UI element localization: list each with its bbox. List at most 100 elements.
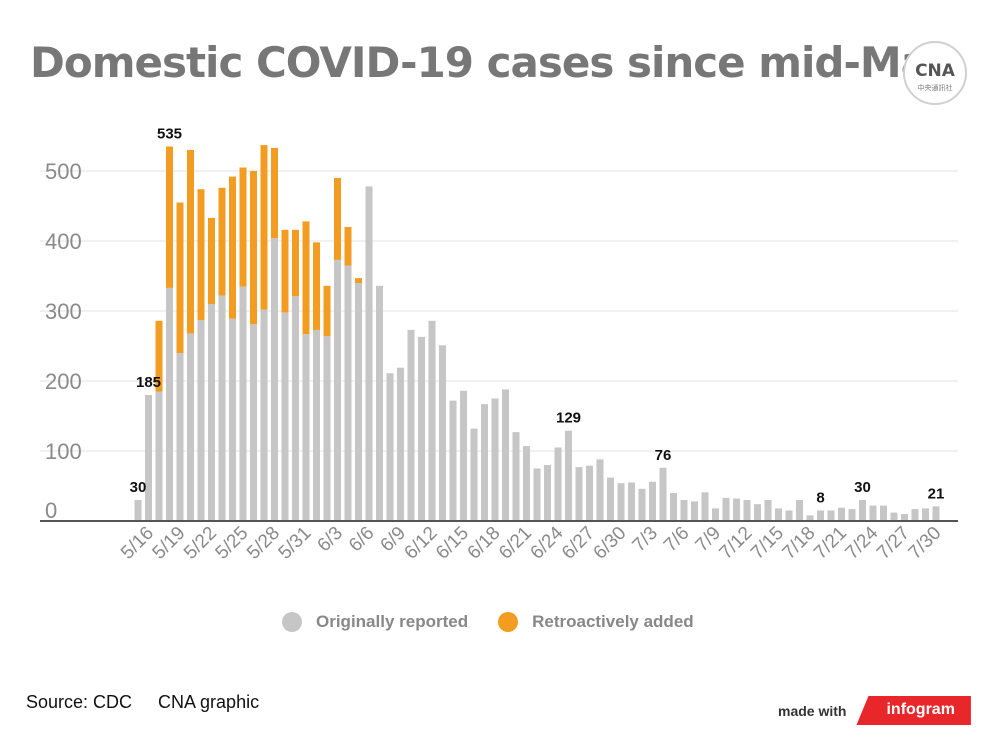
- x-tick-label-6-30: 6/30: [590, 523, 631, 564]
- bar-original-7-16: [785, 510, 793, 521]
- x-tick-label-6-27: 6/27: [558, 523, 599, 564]
- bar-original-6-17: [481, 404, 488, 521]
- bar-chart: 0 100 200 300 400 500 30 185 535 129 76 8 30 21 5/16…: [40, 126, 958, 564]
- bar-original-6-1: [313, 329, 320, 521]
- bar-retro-6-4: [344, 227, 352, 266]
- x-tick-label-5-25: 5/25: [212, 523, 253, 564]
- x-tick-label-7-27: 7/27: [873, 523, 914, 564]
- x-tick-label-6-3: 6/3: [314, 523, 348, 557]
- bar-original-5-18: [166, 287, 173, 521]
- bar-original-6-13: [439, 345, 446, 521]
- bar-original-7-6: [680, 500, 688, 521]
- bar-original-7-12: [743, 500, 751, 521]
- bar-original-6-6: [365, 186, 373, 521]
- data-label-6-25: 129: [556, 410, 581, 427]
- bar-original-5-27: [260, 309, 268, 521]
- x-tick-label-5-22: 5/22: [180, 523, 221, 564]
- bar-original-7-21: [838, 507, 845, 521]
- bar-original-6-14: [449, 400, 457, 521]
- bar-original-7-18: [806, 515, 814, 521]
- bar-original-5-31: [302, 334, 310, 521]
- legend-label-original: Originally reported: [316, 612, 469, 631]
- bar-retro-5-23: [218, 187, 226, 296]
- bar-original-6-25: [565, 430, 572, 521]
- source-text: Source: CDC: [26, 692, 133, 712]
- bar-original-7-10: [722, 497, 730, 521]
- bar-original-7-14: [764, 500, 772, 521]
- x-tick-label-6-21: 6/21: [495, 523, 536, 564]
- bar-original-6-15: [460, 390, 467, 521]
- bar-original-5-22: [208, 304, 215, 521]
- bar-original-7-19: [817, 510, 824, 521]
- bar-original-7-3: [649, 481, 656, 521]
- bar-retro-5-30: [292, 229, 299, 297]
- legend-swatch-original: [282, 612, 302, 632]
- bar-retro-5-25: [239, 167, 247, 287]
- bar-original-5-30: [292, 296, 299, 521]
- data-label-5-15: 30: [130, 479, 147, 496]
- bar-retro-5-19: [176, 202, 184, 353]
- bar-original-7-9: [712, 508, 719, 521]
- x-tick-label-6-15: 6/15: [432, 523, 473, 564]
- data-label-5-16: 185: [136, 374, 161, 391]
- bar-retro-6-1: [313, 242, 320, 330]
- bar-original-7-30: [932, 506, 940, 521]
- bar-original-5-28: [271, 238, 278, 521]
- x-tick-label-5-19: 5/19: [149, 523, 190, 564]
- graphic-credit: CNA graphic: [158, 692, 260, 712]
- footer: Source: CDC CNA graphic: [26, 692, 259, 713]
- x-tick-label-7-18: 7/18: [779, 523, 820, 564]
- x-tick-label-7-21: 7/21: [810, 523, 851, 564]
- x-tick-label-6-24: 6/24: [527, 522, 568, 563]
- data-label-7-30: 21: [928, 485, 945, 502]
- bar-original-7-20: [827, 510, 835, 521]
- bar-retro-5-24: [229, 176, 236, 319]
- bar-retro-5-31: [302, 221, 310, 335]
- bar-original-6-24: [554, 447, 562, 521]
- data-label-7-23: 30: [854, 479, 871, 496]
- bar-retro-5-26: [250, 171, 257, 325]
- data-label-5-18: 535: [157, 126, 182, 143]
- bar-original-6-29: [607, 477, 614, 521]
- bar-original-7-11: [733, 498, 740, 521]
- bar-original-6-26: [575, 467, 583, 521]
- legend: Originally reported Retroactively added: [282, 612, 694, 632]
- y-tick-label-500: 500: [45, 159, 82, 184]
- bar-original-6-10: [407, 329, 415, 521]
- bar-original-6-5: [355, 283, 362, 521]
- bar-original-6-3: [334, 259, 341, 521]
- bar-original-5-17: [155, 391, 163, 521]
- bar-original-7-24: [869, 505, 877, 521]
- legend-label-retro: Retroactively added: [532, 612, 694, 631]
- x-tick-label-7-12: 7/12: [716, 523, 757, 564]
- bar-original-7-7: [691, 501, 698, 521]
- legend-item-original: Originally reported: [282, 612, 468, 632]
- bar-retro-5-20: [187, 150, 194, 334]
- bar-retro-5-21: [197, 189, 205, 321]
- x-tick-label-6-18: 6/18: [464, 523, 505, 564]
- bars: [134, 145, 940, 521]
- y-tick-label-0: 0: [45, 498, 57, 523]
- bar-original-7-27: [901, 514, 908, 521]
- bar-original-6-28: [596, 459, 604, 521]
- bar-original-6-22: [533, 468, 541, 521]
- bar-original-5-16: [145, 395, 152, 521]
- x-tick-label-6-12: 6/12: [401, 523, 442, 564]
- infogram-logo[interactable]: infogram: [856, 696, 971, 725]
- x-tick-label-7-3: 7/3: [629, 523, 663, 557]
- made-with-credit[interactable]: made with infogram: [778, 696, 971, 725]
- cna-logo: CNA 中央通訊社: [903, 41, 967, 105]
- bar-original-7-17: [796, 500, 803, 521]
- x-tick-label-7-15: 7/15: [747, 523, 788, 564]
- bar-original-6-18: [491, 398, 499, 521]
- x-tick-label-7-24: 7/24: [842, 522, 883, 563]
- bar-retro-6-2: [323, 285, 331, 337]
- bar-original-7-23: [859, 500, 866, 521]
- bar-original-7-8: [701, 492, 709, 521]
- bar-original-6-23: [544, 465, 551, 521]
- y-tick-label-300: 300: [45, 299, 82, 324]
- bar-original-6-7: [376, 285, 383, 521]
- bar-original-6-12: [428, 320, 436, 521]
- bar-original-6-20: [512, 432, 520, 521]
- cna-logo-subtext: 中央通訊社: [918, 83, 953, 92]
